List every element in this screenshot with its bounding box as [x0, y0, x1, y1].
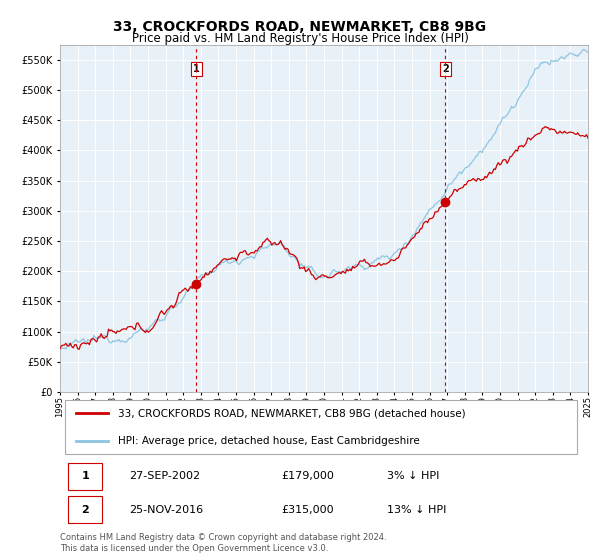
Text: 1: 1: [82, 472, 89, 482]
Text: 2: 2: [82, 505, 89, 515]
Text: 13% ↓ HPI: 13% ↓ HPI: [388, 505, 447, 515]
Text: 33, CROCKFORDS ROAD, NEWMARKET, CB8 9BG: 33, CROCKFORDS ROAD, NEWMARKET, CB8 9BG: [113, 20, 487, 34]
Text: 1: 1: [193, 64, 200, 74]
Text: £179,000: £179,000: [282, 472, 335, 482]
Text: 3% ↓ HPI: 3% ↓ HPI: [388, 472, 440, 482]
Text: 33, CROCKFORDS ROAD, NEWMARKET, CB8 9BG (detached house): 33, CROCKFORDS ROAD, NEWMARKET, CB8 9BG …: [118, 408, 466, 418]
Text: 27-SEP-2002: 27-SEP-2002: [128, 472, 200, 482]
FancyBboxPatch shape: [65, 400, 577, 454]
Text: 2: 2: [442, 64, 449, 74]
FancyBboxPatch shape: [68, 463, 102, 489]
Text: 25-NOV-2016: 25-NOV-2016: [128, 505, 203, 515]
Text: £315,000: £315,000: [282, 505, 334, 515]
Text: Price paid vs. HM Land Registry's House Price Index (HPI): Price paid vs. HM Land Registry's House …: [131, 32, 469, 45]
FancyBboxPatch shape: [68, 496, 102, 523]
Text: Contains HM Land Registry data © Crown copyright and database right 2024.
This d: Contains HM Land Registry data © Crown c…: [60, 533, 386, 553]
Text: HPI: Average price, detached house, East Cambridgeshire: HPI: Average price, detached house, East…: [118, 436, 420, 446]
